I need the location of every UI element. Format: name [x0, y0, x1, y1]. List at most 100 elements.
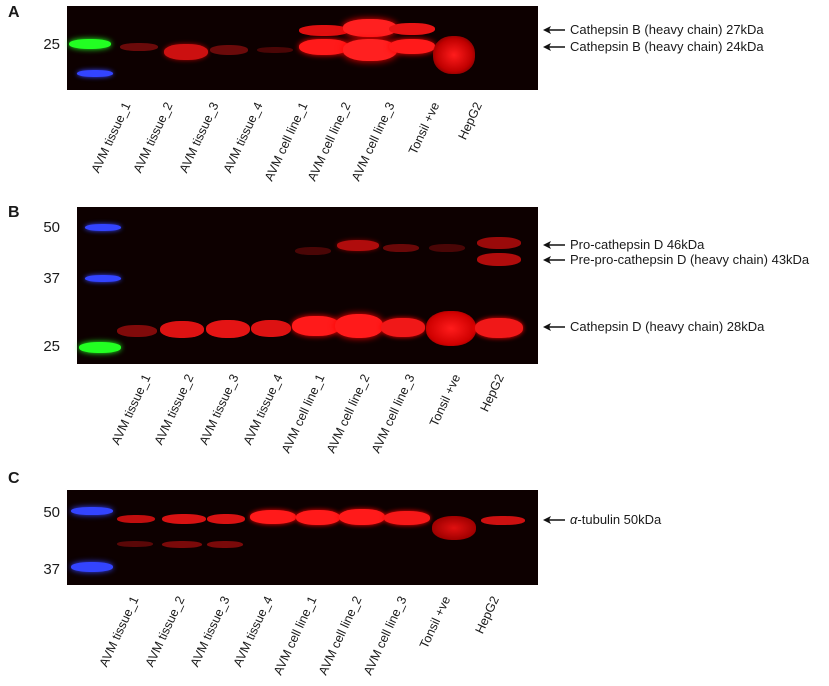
band-c-lane5: [296, 510, 340, 525]
arrow-left-icon: [543, 25, 565, 34]
lane-label-c-7: AVM cell line_3: [360, 594, 410, 678]
annotation-text: -tubulin 50kDa: [577, 512, 662, 527]
lane-label-c-3: AVM tissue_3: [187, 594, 233, 670]
lane-label-b-5: AVM cell line_1: [278, 372, 328, 456]
band-b-lane4: [251, 320, 291, 337]
band-a-lane7-upper: [389, 23, 435, 35]
lane-label-b-8: Tonsil +ve: [427, 372, 464, 429]
band-c-lane2-lower: [162, 541, 202, 548]
arrow-left-icon: [543, 255, 565, 264]
arrow-left-icon: [543, 515, 565, 524]
band-b-lane8: [426, 311, 476, 346]
mw-marker-c-50: 50: [43, 504, 60, 521]
band-a-lane5-lower: [299, 39, 349, 55]
lane-label-b-9: HepG2: [477, 372, 508, 414]
band-a-lane8: [433, 36, 475, 74]
band-b-lane9: [475, 318, 523, 338]
lane-label-a-6: AVM cell line_2: [304, 100, 354, 184]
lane-label-b-7: AVM cell line_3: [368, 372, 418, 456]
band-a-lane6-lower: [343, 39, 397, 61]
lane-label-a-3: AVM tissue_3: [176, 100, 222, 176]
annotation-b-43kda: Pre-pro-cathepsin D (heavy chain) 43kDa: [543, 252, 809, 267]
lane-label-c-2: AVM tissue_2: [142, 594, 188, 670]
alpha-symbol: α: [570, 512, 578, 527]
annotation-text: Cathepsin B (heavy chain) 24kDa: [570, 39, 764, 54]
lane-label-a-5: AVM cell line_1: [261, 100, 311, 184]
lane-label-c-8: Tonsil +ve: [417, 594, 454, 651]
band-c-lane1-lower: [117, 541, 153, 547]
ladder-band-blue-37: [71, 562, 113, 572]
panel-a-blot: [67, 6, 538, 90]
band-c-lane3-lower: [207, 541, 243, 548]
lane-label-c-5: AVM cell line_1: [270, 594, 320, 678]
band-b-lane5: [292, 316, 340, 336]
ladder-band-blue-50: [71, 507, 113, 515]
band-a-lane5-upper: [299, 25, 349, 36]
lane-label-b-1: AVM tissue_1: [108, 372, 154, 448]
lane-label-c-1: AVM tissue_1: [96, 594, 142, 670]
band-b-lane7-46: [383, 244, 419, 252]
arrow-left-icon: [543, 322, 565, 331]
band-b-lane9-46: [477, 237, 521, 249]
annotation-c-tubulin: α -tubulin 50kDa: [543, 512, 661, 527]
annotation-b-28kda: Cathepsin D (heavy chain) 28kDa: [543, 319, 764, 334]
lane-label-b-2: AVM tissue_2: [151, 372, 197, 448]
arrow-left-icon: [543, 42, 565, 51]
lane-label-c-6: AVM cell line_2: [315, 594, 365, 678]
lane-label-b-6: AVM cell line_2: [323, 372, 373, 456]
lane-label-a-1: AVM tissue_1: [88, 100, 134, 176]
band-b-lane8-46: [429, 244, 465, 252]
band-a-lane3: [210, 45, 248, 55]
lane-label-a-2: AVM tissue_2: [130, 100, 176, 176]
band-a-lane2: [164, 44, 208, 60]
panel-b-blot: [77, 207, 538, 364]
band-a-lane4: [257, 47, 293, 53]
ladder-band-blue: [77, 70, 113, 77]
band-b-lane3: [206, 320, 250, 338]
band-c-lane8: [432, 516, 476, 540]
band-c-lane2: [162, 514, 206, 524]
band-b-lane7: [381, 318, 425, 337]
band-b-lane6: [335, 314, 383, 338]
band-b-lane1: [117, 325, 157, 337]
lane-label-c-4: AVM tissue_4: [230, 594, 276, 670]
panel-b-letter: B: [8, 204, 20, 221]
band-a-lane6-upper: [343, 19, 397, 37]
band-c-lane9: [481, 516, 525, 525]
band-b-lane6-46: [337, 240, 379, 251]
band-a-lane7-lower: [389, 39, 435, 54]
ladder-band-green: [69, 39, 111, 49]
lane-label-a-7: AVM cell line_3: [348, 100, 398, 184]
mw-marker-a-25: 25: [43, 36, 60, 53]
band-c-lane3: [207, 514, 245, 524]
annotation-a-24kda: Cathepsin B (heavy chain) 24kDa: [543, 39, 764, 54]
band-a-lane1: [120, 43, 158, 51]
panel-a-letter: A: [8, 4, 20, 21]
ladder-band-blue-37: [85, 275, 121, 282]
band-c-lane1: [117, 515, 155, 523]
lane-label-b-4: AVM tissue_4: [240, 372, 286, 448]
mw-marker-b-50: 50: [43, 219, 60, 236]
band-c-lane4: [250, 510, 296, 524]
lane-label-c-9: HepG2: [472, 594, 503, 636]
ladder-band-blue-50: [85, 224, 121, 231]
lane-label-b-3: AVM tissue_3: [196, 372, 242, 448]
annotation-a-27kda: Cathepsin B (heavy chain) 27kDa: [543, 22, 764, 37]
mw-marker-c-37: 37: [43, 561, 60, 578]
band-c-lane6: [339, 509, 385, 525]
band-b-lane2: [160, 321, 204, 338]
ladder-band-green-25: [79, 342, 121, 353]
lane-label-a-9: HepG2: [455, 100, 486, 142]
lane-label-a-4: AVM tissue_4: [220, 100, 266, 176]
annotation-text: Cathepsin B (heavy chain) 27kDa: [570, 22, 764, 37]
band-c-lane7: [384, 511, 430, 525]
annotation-text: Pro-cathepsin D 46kDa: [570, 237, 705, 252]
band-b-lane5-46: [295, 247, 331, 255]
mw-marker-b-25: 25: [43, 338, 60, 355]
band-b-lane9-43: [477, 253, 521, 266]
panel-c-letter: C: [8, 470, 20, 487]
annotation-text: Pre-pro-cathepsin D (heavy chain) 43kDa: [570, 252, 810, 267]
mw-marker-b-37: 37: [43, 270, 60, 287]
arrow-left-icon: [543, 240, 565, 249]
panel-c-blot: [67, 490, 538, 585]
